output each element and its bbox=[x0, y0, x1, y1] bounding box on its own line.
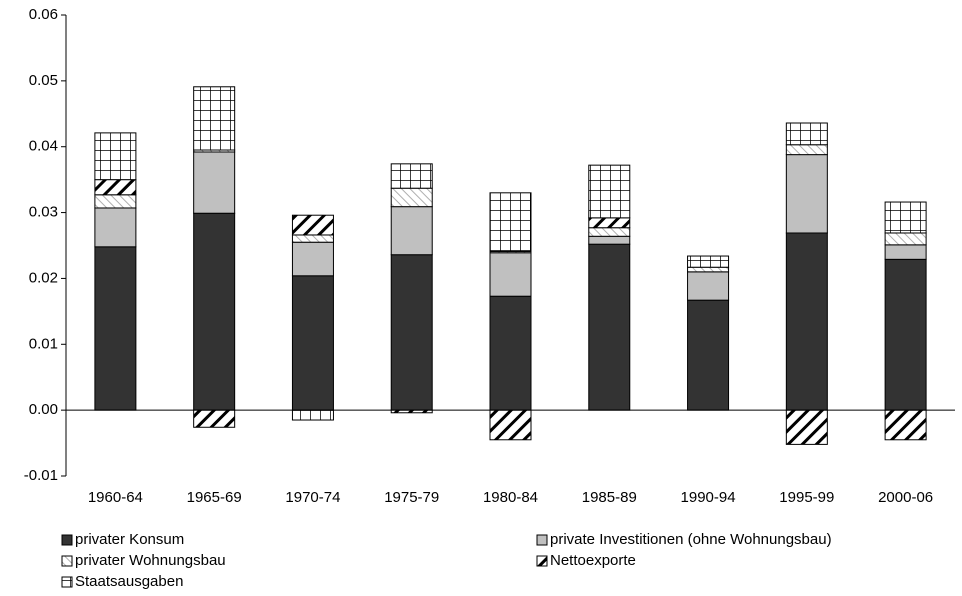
bar-segment bbox=[390, 163, 433, 189]
bar-segment bbox=[94, 246, 137, 411]
bar-segment bbox=[884, 244, 927, 260]
y-tick-label: -0.01 bbox=[24, 467, 58, 484]
bar-segment bbox=[193, 86, 236, 151]
x-tick-label: 1975-79 bbox=[384, 489, 439, 506]
y-tick-label: 0.03 bbox=[29, 204, 58, 221]
bar-segment bbox=[785, 232, 828, 411]
bar-segment bbox=[390, 254, 433, 411]
bar-segment bbox=[588, 243, 631, 411]
bar-segment bbox=[94, 194, 137, 209]
bar-segment bbox=[291, 275, 334, 411]
bar-segment bbox=[687, 271, 730, 301]
bar-segment bbox=[785, 144, 828, 156]
bar-segment bbox=[588, 217, 631, 229]
bar-segment bbox=[785, 409, 828, 445]
bar-segment bbox=[390, 187, 433, 208]
bar-segment bbox=[291, 214, 334, 236]
x-tick-label: 1995-99 bbox=[779, 489, 834, 506]
bar-segment bbox=[785, 122, 828, 146]
bar-segment bbox=[291, 234, 334, 243]
y-tick-label: 0.01 bbox=[29, 335, 58, 352]
bar-segment bbox=[489, 295, 532, 411]
bar-segment bbox=[390, 206, 433, 256]
bar-segment bbox=[94, 207, 137, 248]
bar-segment bbox=[489, 252, 532, 297]
y-tick-label: 0.06 bbox=[29, 6, 58, 23]
bar-segment bbox=[884, 258, 927, 411]
bar-segment bbox=[884, 409, 927, 441]
x-tick-label: 1960-64 bbox=[88, 489, 143, 506]
bar-segment bbox=[193, 151, 236, 214]
bar-segment bbox=[489, 409, 532, 441]
y-tick-label: 0.02 bbox=[29, 269, 58, 286]
bar-segment bbox=[884, 201, 927, 234]
bar-segment bbox=[94, 179, 137, 196]
legend-label: privater Konsum bbox=[75, 531, 184, 548]
y-tick-label: 0.00 bbox=[29, 401, 58, 418]
bar-segment bbox=[291, 241, 334, 277]
bar-segment bbox=[193, 212, 236, 411]
legend-label: Nettoexporte bbox=[550, 552, 636, 569]
y-tick-label: 0.05 bbox=[29, 72, 58, 89]
bar-segment bbox=[588, 227, 631, 237]
legend-swatch bbox=[61, 576, 73, 588]
x-tick-label: 1985-89 bbox=[582, 489, 637, 506]
legend-swatch bbox=[61, 555, 73, 567]
x-tick-label: 1980-84 bbox=[483, 489, 538, 506]
x-tick-label: 1990-94 bbox=[681, 489, 736, 506]
bar-segment bbox=[785, 154, 828, 234]
legend-label: Staatsausgaben bbox=[75, 573, 183, 590]
bar-segment bbox=[884, 232, 927, 246]
x-tick-label: 1970-74 bbox=[285, 489, 340, 506]
bar-segment bbox=[193, 409, 236, 428]
y-tick-label: 0.04 bbox=[29, 138, 58, 155]
bar-segment bbox=[687, 299, 730, 411]
legend-label: private Investitionen (ohne Wohnungsbau) bbox=[550, 531, 832, 548]
legend-swatch bbox=[536, 534, 548, 546]
legend-swatch bbox=[536, 555, 548, 567]
bar-segment bbox=[489, 192, 532, 252]
bar-segment bbox=[687, 266, 730, 273]
bar-segment bbox=[291, 409, 334, 421]
legend-label: privater Wohnungsbau bbox=[75, 552, 226, 569]
x-tick-label: 1965-69 bbox=[187, 489, 242, 506]
bar-segment bbox=[588, 235, 631, 245]
bar-segment bbox=[94, 132, 137, 181]
bar-segment bbox=[687, 255, 730, 268]
legend-swatch bbox=[61, 534, 73, 546]
x-tick-label: 2000-06 bbox=[878, 489, 933, 506]
bar-segment bbox=[588, 164, 631, 219]
